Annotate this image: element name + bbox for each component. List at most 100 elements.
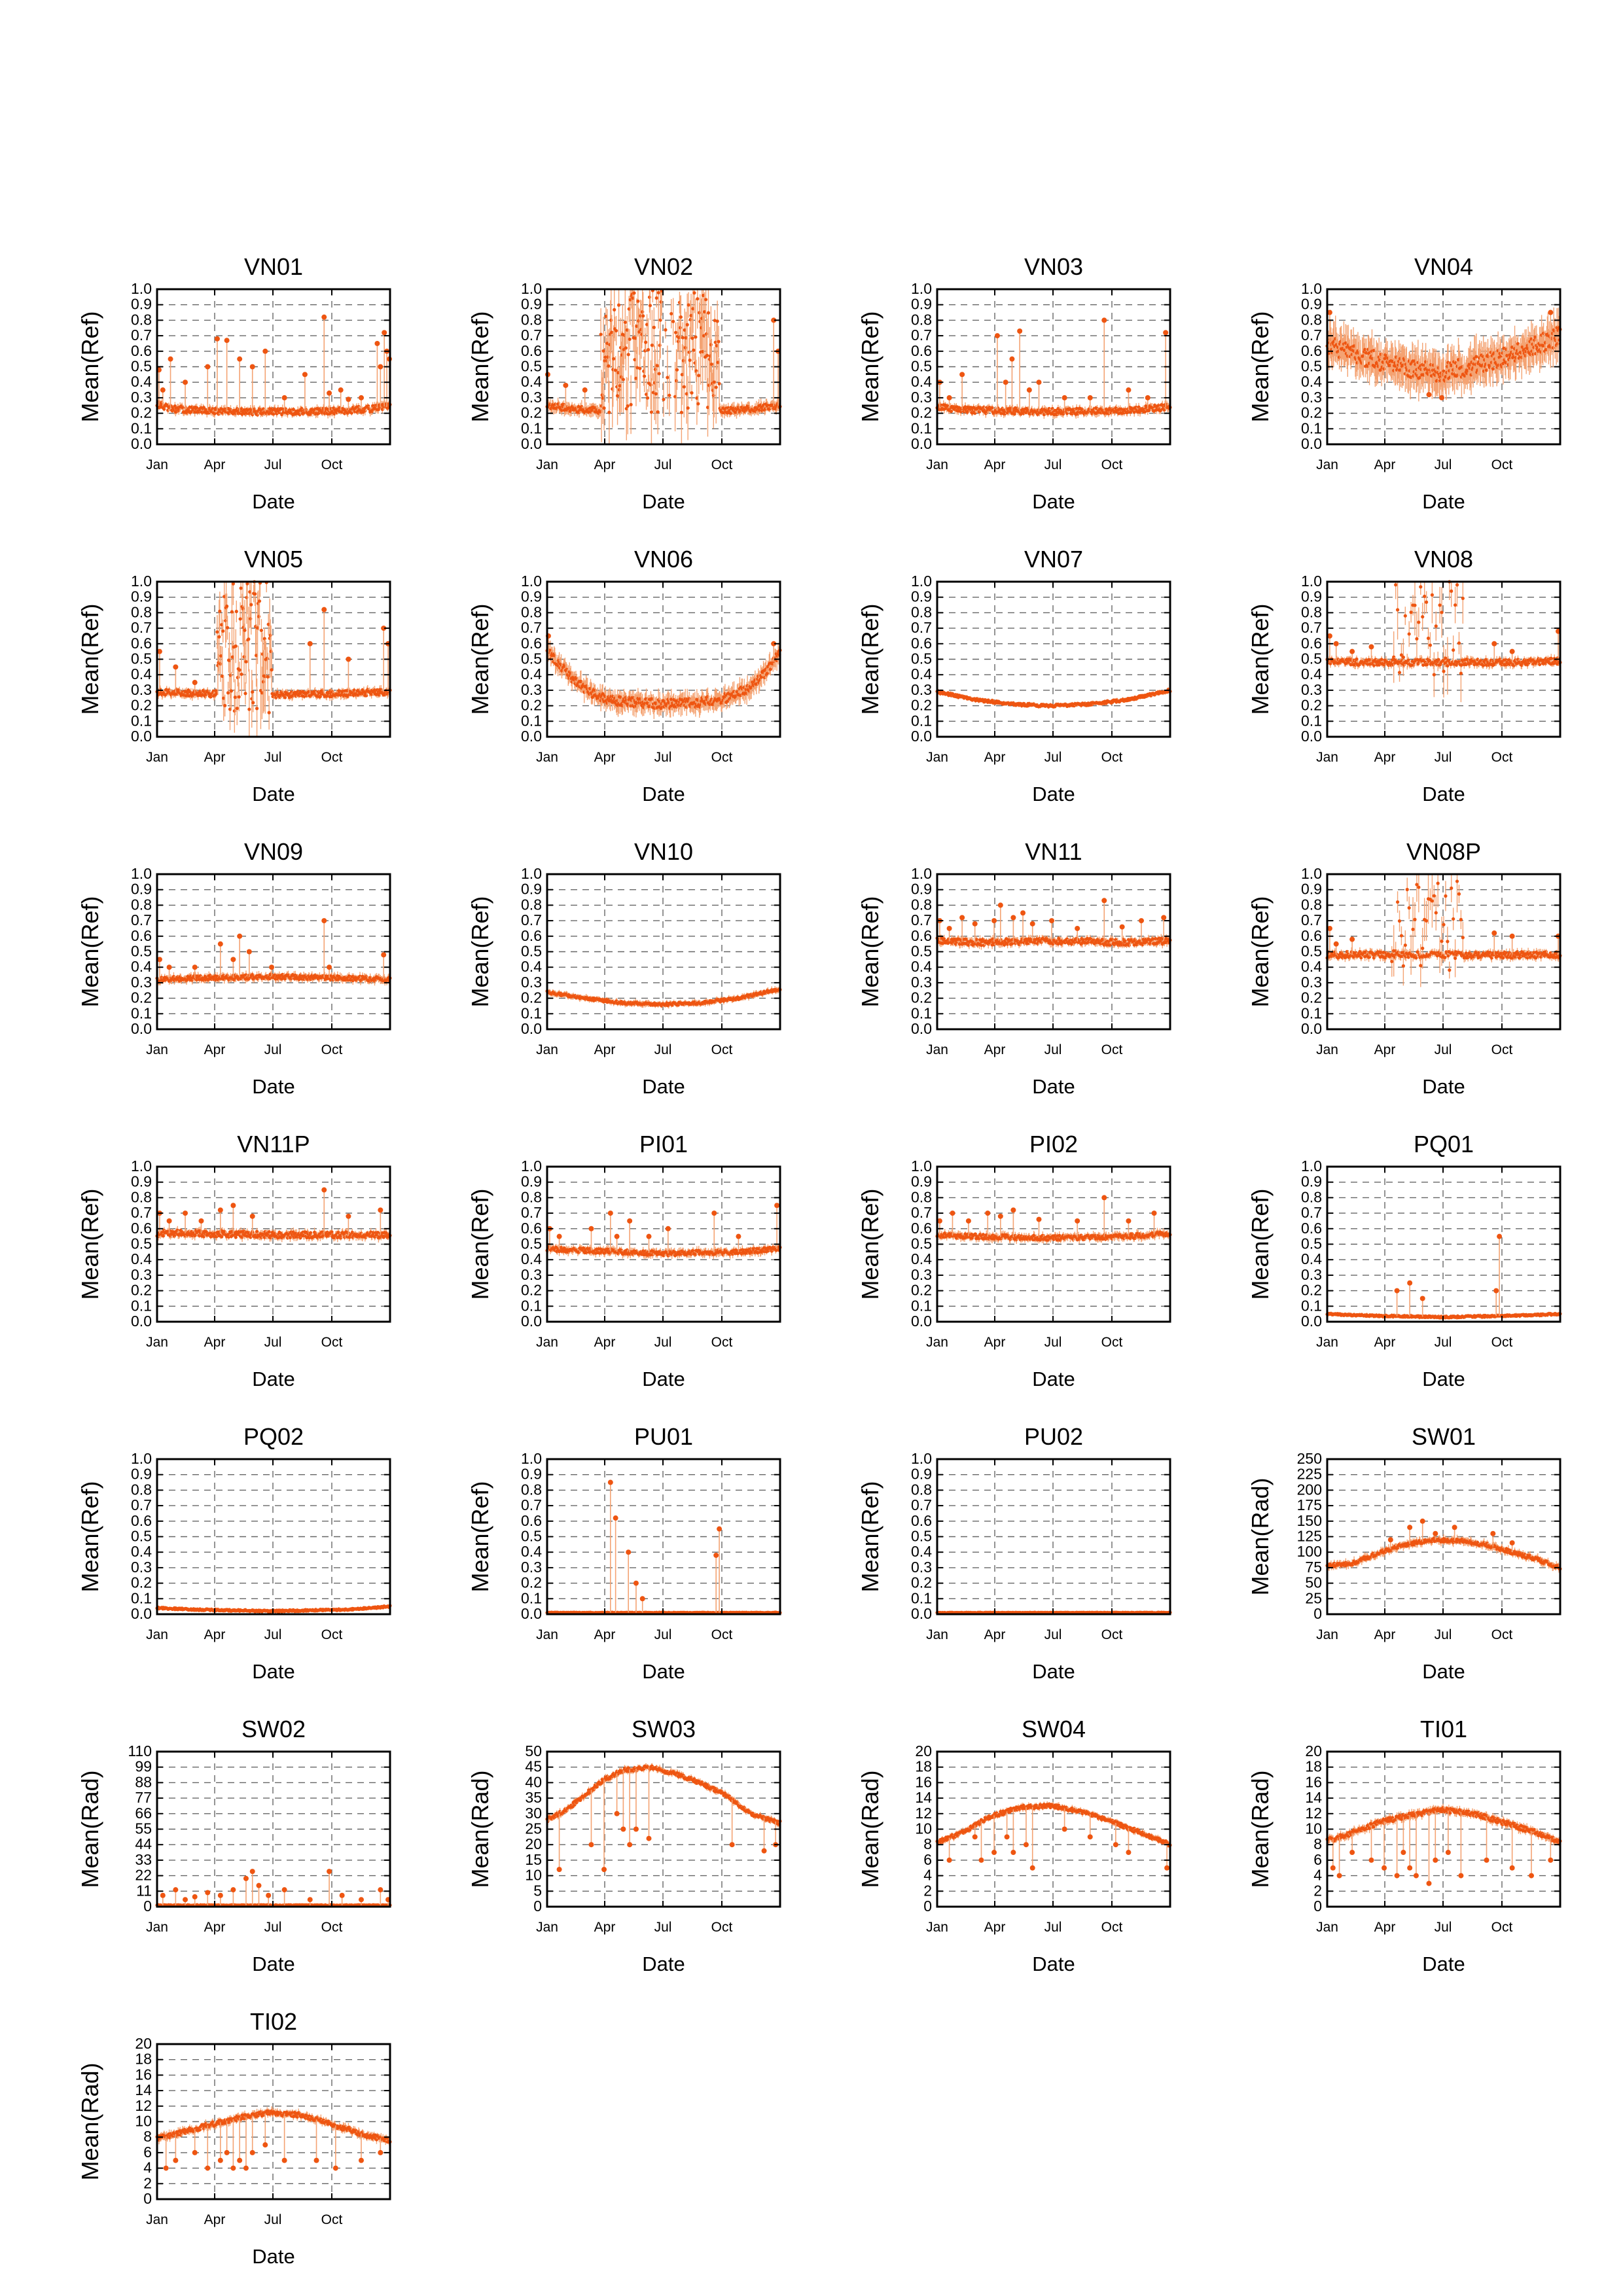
- data-point: [982, 406, 986, 409]
- x-tick-label: Oct: [1101, 457, 1123, 472]
- data-point: [712, 394, 715, 397]
- series-marks: [935, 688, 1171, 709]
- data-point: [684, 346, 687, 349]
- data-point: [675, 379, 678, 382]
- data-point: [350, 411, 353, 414]
- outlier-point: [1439, 395, 1444, 400]
- y-tick-label: 0.8: [131, 311, 152, 328]
- data-point: [618, 388, 621, 391]
- data-point: [641, 314, 645, 317]
- data-point: [668, 394, 671, 397]
- data-point: [218, 610, 221, 613]
- data-point: [679, 315, 683, 319]
- x-tick-label: Oct: [711, 457, 733, 472]
- y-tick-label: 1.0: [521, 280, 542, 297]
- data-point: [229, 674, 232, 677]
- series-marks: [1325, 308, 1561, 402]
- plot-frame: [157, 582, 390, 737]
- outlier-point: [1062, 395, 1067, 400]
- chart-vn05: VN050.00.10.20.30.40.50.60.70.80.91.0Jan…: [77, 546, 392, 805]
- outlier-point: [1163, 330, 1168, 335]
- y-tick-label: 0.0: [131, 435, 152, 452]
- outlier-point: [1037, 380, 1042, 385]
- data-point: [607, 364, 610, 368]
- data-point: [1499, 355, 1502, 358]
- data-point: [704, 298, 707, 301]
- data-point: [688, 318, 692, 321]
- data-point: [224, 619, 227, 622]
- chart-title: VN04: [1414, 253, 1473, 280]
- y-axis-label: Mean(Ref): [467, 311, 493, 422]
- y-tick-label: 0.5: [521, 650, 542, 667]
- data-point: [617, 304, 620, 307]
- data-point: [643, 349, 647, 352]
- outlier-point: [173, 664, 178, 669]
- data-point: [269, 650, 272, 653]
- data-point: [707, 383, 711, 387]
- y-tick-label: 0.5: [521, 358, 542, 375]
- data-point: [686, 323, 689, 327]
- x-axis-label: Date: [252, 783, 294, 805]
- data-point: [656, 364, 659, 367]
- y-tick-label: 0.2: [131, 404, 152, 421]
- data-point: [1382, 367, 1385, 370]
- x-axis-label: Date: [642, 490, 685, 513]
- data-point: [243, 692, 247, 695]
- data-point: [562, 403, 565, 406]
- data-point: [696, 402, 700, 405]
- data-point: [240, 673, 243, 676]
- data-point: [219, 662, 222, 665]
- y-tick-label: 0.9: [521, 588, 542, 605]
- y-tick-label: 0.7: [131, 327, 152, 344]
- data-point: [705, 354, 709, 357]
- data-point: [256, 413, 259, 416]
- y-tick-label: 0.8: [1301, 311, 1322, 328]
- y-tick-label: 0.1: [521, 712, 542, 729]
- x-tick-label: Jul: [1044, 457, 1062, 472]
- outlier-point: [302, 372, 308, 377]
- data-point: [688, 351, 691, 354]
- y-tick-label: 0.1: [131, 712, 152, 729]
- x-tick-label: Apr: [594, 750, 616, 765]
- y-tick-label: 0.9: [131, 296, 152, 313]
- data-point: [649, 304, 652, 307]
- y-tick-label: 0.6: [131, 635, 152, 652]
- data-point: [239, 617, 242, 620]
- data-point: [696, 297, 699, 300]
- outlier-point: [282, 395, 287, 400]
- outlier-point: [215, 336, 220, 342]
- x-tick-label: Oct: [321, 457, 343, 472]
- outlier-point: [582, 387, 588, 393]
- data-point: [950, 410, 953, 413]
- y-tick-label: 0.7: [1301, 327, 1322, 344]
- y-tick-label: 0.2: [521, 404, 542, 421]
- outlier-point: [1101, 317, 1107, 323]
- data-point: [365, 694, 368, 697]
- y-tick-label: 0.1: [131, 419, 152, 436]
- data-point: [624, 321, 627, 324]
- plot-frame: [937, 289, 1170, 444]
- data-point: [226, 626, 229, 629]
- x-tick-label: Jan: [146, 750, 168, 765]
- plot-frame: [157, 289, 390, 444]
- data-point: [238, 668, 241, 671]
- data-point: [659, 300, 662, 304]
- y-axis-label: Mean(Ref): [467, 603, 493, 715]
- outlier-point: [1427, 392, 1432, 397]
- chart-vn02: VN020.00.10.20.30.40.50.60.70.80.91.0Jan…: [467, 253, 782, 513]
- data-point: [251, 690, 254, 694]
- data-point: [244, 660, 247, 663]
- data-point: [697, 374, 700, 377]
- x-axis-label: Date: [642, 783, 685, 805]
- chart-vn07: VN070.00.10.20.30.40.50.60.70.80.91.0Jan…: [857, 546, 1172, 805]
- data-point: [1556, 342, 1559, 345]
- chart-vn04: VN040.00.10.20.30.40.50.60.70.80.91.0Jan…: [1247, 253, 1562, 513]
- data-point: [612, 357, 615, 361]
- y-tick-label: 0.9: [131, 588, 152, 605]
- y-axis-label: Mean(Ref): [1247, 311, 1274, 422]
- data-point: [652, 326, 656, 329]
- data-point: [679, 326, 682, 329]
- series-marks: [155, 315, 392, 419]
- data-point: [705, 332, 708, 336]
